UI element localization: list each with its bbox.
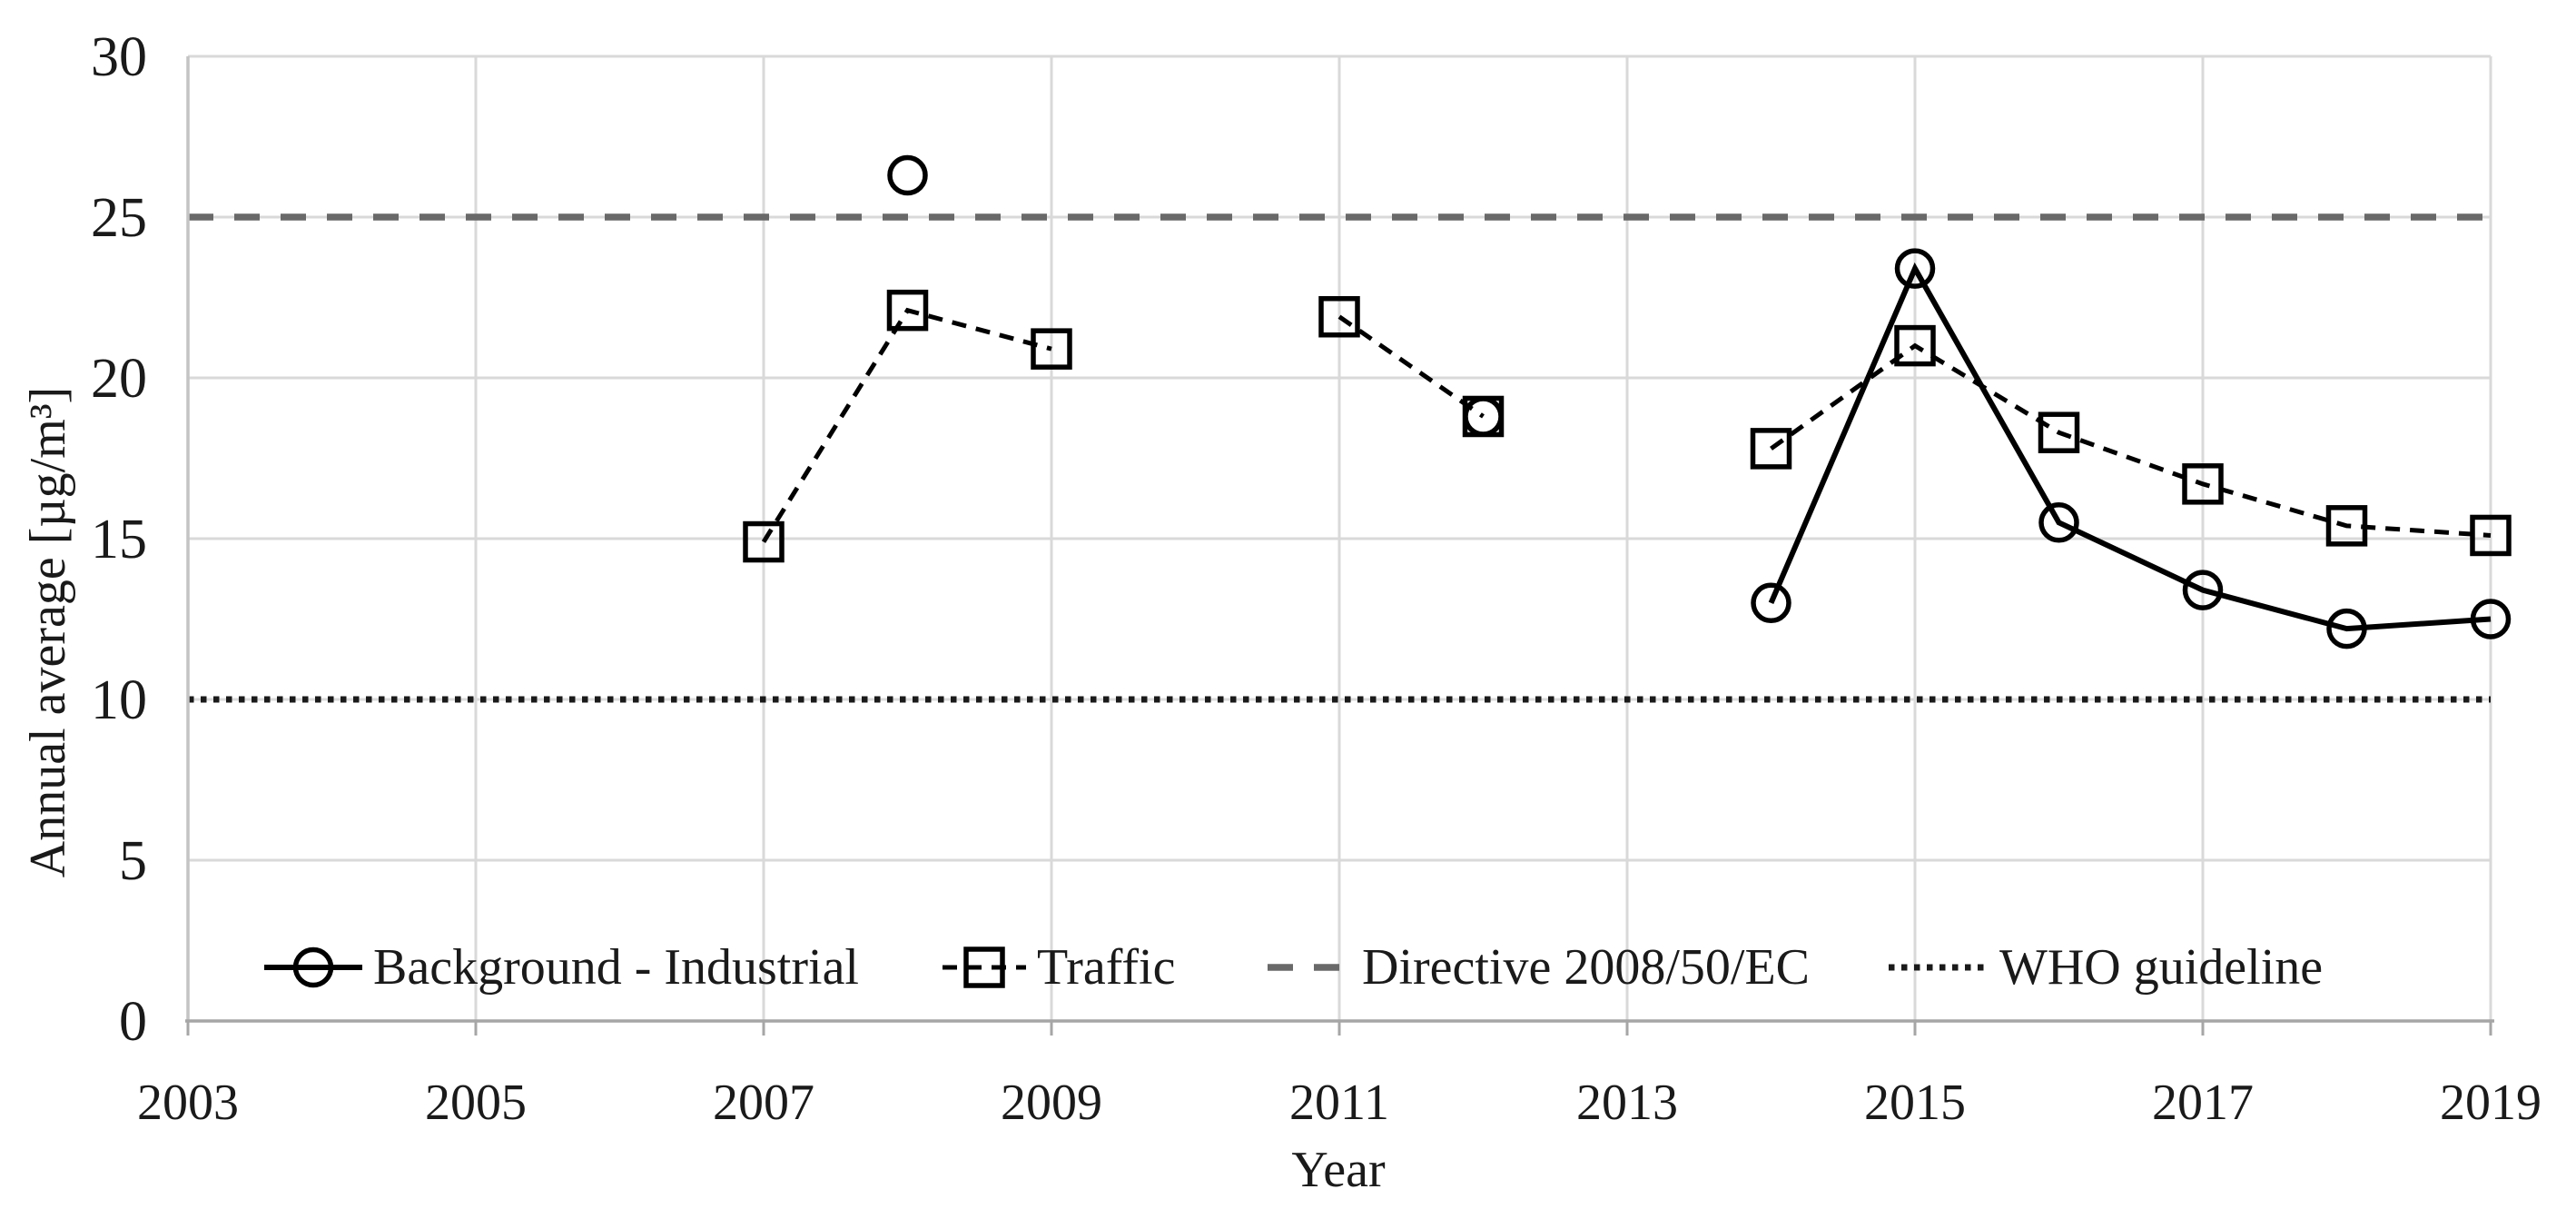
legend-item-background-industrial: Background - Industrial — [262, 938, 859, 996]
marker-square-traffic — [2325, 505, 2368, 547]
legend-item-traffic: Traffic — [941, 938, 1175, 996]
marker-square-traffic — [2038, 411, 2080, 453]
x-axis-title: Year — [1291, 1142, 1386, 1198]
series-line-traffic — [1770, 342, 2492, 538]
y-tick-label: 5 — [119, 830, 147, 892]
marker-square-traffic — [743, 520, 785, 563]
marker-square-traffic — [1894, 324, 1936, 367]
marker-circle-background-industrial — [1894, 248, 1936, 289]
y-tick-label: 10 — [91, 669, 147, 731]
x-tick-label: 2015 — [1864, 1075, 1966, 1131]
y-tick-label: 15 — [91, 509, 147, 570]
x-tick-label: 2013 — [1576, 1075, 1678, 1131]
marker-square-traffic — [1462, 395, 1505, 438]
marker-square-traffic — [1031, 328, 1072, 370]
x-tick-label: 2007 — [713, 1075, 814, 1131]
series-line-traffic — [1337, 314, 1485, 419]
x-tick-label: 2019 — [2440, 1075, 2541, 1131]
legend-label: Directive 2008/50/EC — [1362, 939, 1811, 996]
y-tick-label: 20 — [91, 348, 147, 410]
y-tick-label: 0 — [119, 991, 147, 1053]
legend-item-who-guideline: WHO guideline — [1887, 938, 2323, 996]
marker-circle-background-industrial — [887, 154, 928, 196]
marker-circle-background-industrial — [2470, 599, 2512, 639]
marker-square-traffic — [1318, 295, 1360, 338]
marker-square-traffic — [1750, 428, 1792, 470]
legend-sample-circle-solid-icon — [264, 946, 362, 988]
legend-sample-gray-dash-icon — [1268, 964, 1351, 971]
x-tick-label: 2005 — [425, 1075, 527, 1131]
legend-sample-square-dashed-icon — [943, 946, 1026, 988]
legend-marker-circle — [292, 946, 334, 988]
x-tick-label: 2003 — [137, 1075, 239, 1131]
marker-circle-background-industrial — [2182, 570, 2224, 610]
marker-circle-background-industrial — [1751, 582, 1791, 624]
y-axis-title: Annual average [µg/m³] — [20, 386, 76, 878]
marker-square-traffic — [886, 289, 929, 332]
legend-sample-dotted-icon — [1889, 964, 1989, 971]
marker-square-traffic — [2182, 463, 2224, 505]
y-tick-label: 25 — [91, 187, 147, 249]
x-tick-label: 2017 — [2152, 1075, 2254, 1131]
marker-circle-background-industrial — [2326, 608, 2367, 649]
x-tick-label: 2011 — [1289, 1075, 1389, 1131]
series-line-background-industrial — [1768, 262, 2492, 632]
legend-label: Background - Industrial — [373, 939, 859, 996]
x-tick-label: 2009 — [1001, 1075, 1102, 1131]
legend-label: Traffic — [1037, 939, 1176, 996]
legend-item-directive: Directive 2008/50/EC — [1266, 938, 1810, 996]
marker-circle-background-industrial — [2038, 502, 2079, 543]
marker-square-traffic — [2470, 514, 2512, 557]
series-line-traffic — [761, 307, 1052, 543]
legend-label: WHO guideline — [1999, 939, 2324, 996]
legend-marker-square — [963, 946, 1005, 988]
y-tick-label: 30 — [91, 26, 147, 88]
